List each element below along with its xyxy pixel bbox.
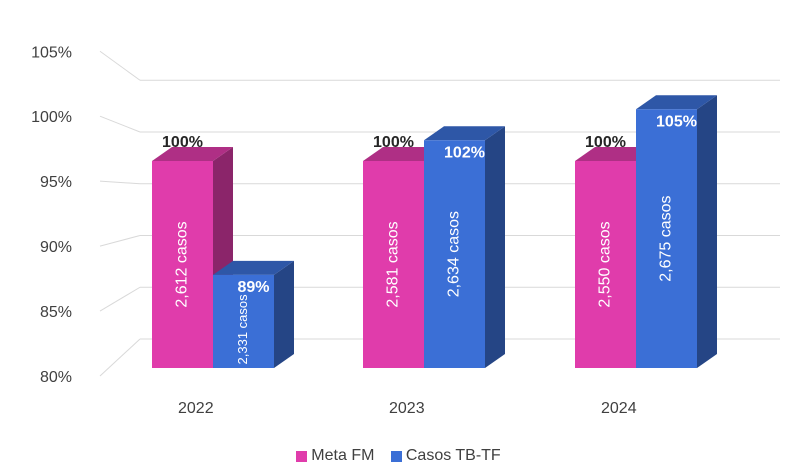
legend-item-meta-fm: Meta FM (296, 447, 374, 465)
gridline-side (99, 50, 141, 81)
gridline-side (99, 338, 141, 377)
case-label-casos-tb-tf-2024: 2,675 casos (658, 195, 675, 281)
bar-top-face (152, 147, 233, 161)
y-tick-label: 100% (31, 109, 72, 126)
case-label-meta-fm-2022: 2,612 casos (174, 221, 191, 307)
value-label-casos-tb-tf-2024: 105% (656, 113, 697, 130)
value-label-meta-fm-2022: 100% (162, 134, 203, 151)
bar-front-face (575, 161, 636, 368)
bars: 100% 2,612 casos 89%2,331 casos 100% 2,581 c… (152, 95, 717, 368)
bar-front-face (424, 140, 485, 368)
bar-front-face (636, 109, 697, 368)
x-axis-categories: 2022 2023 2024 (178, 400, 637, 417)
bar-top-face (363, 147, 444, 161)
case-label-casos-tb-tf-2022: 2,331 casos (235, 294, 250, 365)
x-category-label-2022: 2022 (178, 400, 214, 417)
bar-top-face (575, 147, 656, 161)
case-label-meta-fm-2023: 2,581 casos (385, 221, 402, 307)
bar-casos-tb-tf-2022: 89%2,331 casos (213, 260, 294, 368)
bar-casos-tb-tf-2023: 102% 2,634 casos (424, 126, 505, 368)
legend-swatch-meta-fm (296, 450, 308, 462)
bar-top-face (636, 95, 717, 110)
x-category-label-2024: 2024 (601, 400, 637, 417)
bar-side-face (697, 95, 717, 368)
case-label-meta-fm-2024: 2,550 casos (597, 221, 614, 307)
gridline-side (99, 235, 141, 247)
value-label-casos-tb-tf-2022: 89% (237, 279, 269, 296)
value-label-meta-fm-2024: 100% (585, 134, 626, 151)
y-tick-label: 90% (40, 239, 72, 256)
y-tick-label: 80% (40, 369, 72, 386)
bar-chart: 80%85%90%95%100%105% 100%2,612 casos 89%2… (31, 44, 780, 417)
legend-label-meta-fm: Meta FM (311, 447, 375, 464)
bar-side-face (485, 126, 505, 368)
legend-label-casos-tb-tf: Casos TB-TF (405, 447, 501, 464)
bar-front-face (363, 161, 424, 368)
gridline-side (99, 115, 141, 133)
legend-item-casos-tb-tf: Casos TB-TF (390, 447, 501, 465)
x-category-label-2023: 2023 (389, 400, 425, 417)
gridline-side (99, 286, 141, 312)
case-label-casos-tb-tf-2023: 2,634 casos (446, 211, 463, 297)
y-axis-ticks: 80% 85% 90% 95% 100% 105% (31, 44, 72, 386)
bar-front-face (152, 161, 213, 368)
legend: Meta FM Casos TB-TF (0, 447, 797, 467)
bar-front-face (213, 274, 274, 368)
y-tick-label: 85% (40, 304, 72, 321)
value-label-casos-tb-tf-2023: 102% (444, 144, 485, 161)
bar-top-face (213, 260, 294, 275)
y-tick-label: 105% (31, 44, 72, 61)
gridline-side (99, 180, 141, 185)
value-label-meta-fm-2023: 100% (373, 134, 414, 151)
legend-swatch-casos-tb-tf (390, 450, 402, 462)
bar-side-face (274, 260, 294, 368)
bar-casos-tb-tf-2024: 105% 2,675 casos (636, 95, 717, 368)
y-tick-label: 95% (40, 174, 72, 191)
bar-top-face (424, 126, 505, 141)
